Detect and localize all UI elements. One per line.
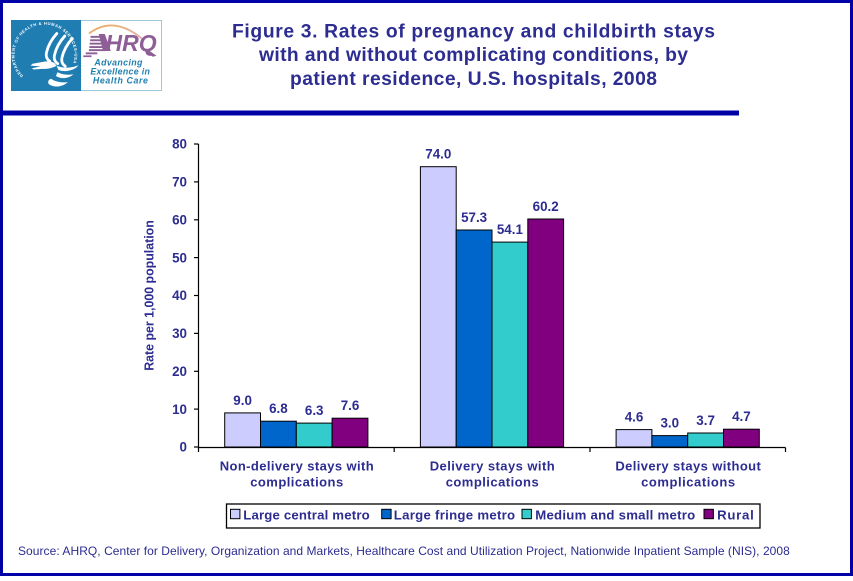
svg-text:10: 10 <box>172 402 187 417</box>
svg-text:54.1: 54.1 <box>497 222 524 237</box>
svg-text:50: 50 <box>172 250 187 265</box>
svg-text:40: 40 <box>172 288 187 303</box>
svg-text:Rate per 1,000 population: Rate per 1,000 population <box>142 220 157 371</box>
svg-text:Large central metro: Large central metro <box>243 507 370 522</box>
svg-text:patient residence, U.S. hospit: patient residence, U.S. hospitals, 2008 <box>290 69 657 90</box>
svg-text:70: 70 <box>172 175 187 190</box>
svg-text:complications: complications <box>250 475 343 490</box>
svg-text:Delivery stays with: Delivery stays with <box>430 458 555 473</box>
svg-text:Source: AHRQ, Center for Deli: Source: AHRQ, Center for Delivery, Organ… <box>18 544 790 558</box>
svg-text:60.2: 60.2 <box>533 199 559 214</box>
svg-text:Non-delivery stays with: Non-delivery stays with <box>220 458 374 473</box>
svg-text:0: 0 <box>180 440 187 455</box>
svg-text:Delivery stays without: Delivery stays without <box>615 458 761 473</box>
svg-text:60: 60 <box>172 213 187 228</box>
svg-text:9.0: 9.0 <box>233 393 252 408</box>
svg-text:Large fringe metro: Large fringe metro <box>394 507 515 522</box>
svg-text:Health Care: Health Care <box>93 76 148 86</box>
svg-text:Excellence in: Excellence in <box>90 67 150 77</box>
svg-text:74.0: 74.0 <box>425 147 451 162</box>
svg-text:complications: complications <box>446 475 539 490</box>
svg-text:Medium and small metro: Medium and small metro <box>535 507 695 522</box>
svg-text:57.3: 57.3 <box>461 210 487 225</box>
svg-text:Figure 3. Rates of pregnancy a: Figure 3. Rates of pregnancy and childbi… <box>232 21 715 42</box>
svg-text:7.6: 7.6 <box>341 398 360 413</box>
svg-text:3.0: 3.0 <box>660 416 679 431</box>
svg-text:80: 80 <box>172 137 187 152</box>
svg-text:30: 30 <box>172 326 187 341</box>
svg-text:20: 20 <box>172 364 187 379</box>
svg-text:with and without complicating: with and without complicating conditions… <box>258 45 688 66</box>
svg-text:6.3: 6.3 <box>305 403 324 418</box>
svg-text:4.7: 4.7 <box>732 409 751 424</box>
svg-text:4.6: 4.6 <box>625 410 644 425</box>
svg-text:complications: complications <box>641 475 735 490</box>
svg-text:6.8: 6.8 <box>269 401 288 416</box>
svg-text:3.7: 3.7 <box>696 413 715 428</box>
svg-text:Advancing: Advancing <box>93 58 143 68</box>
svg-text:Rural: Rural <box>717 507 754 522</box>
